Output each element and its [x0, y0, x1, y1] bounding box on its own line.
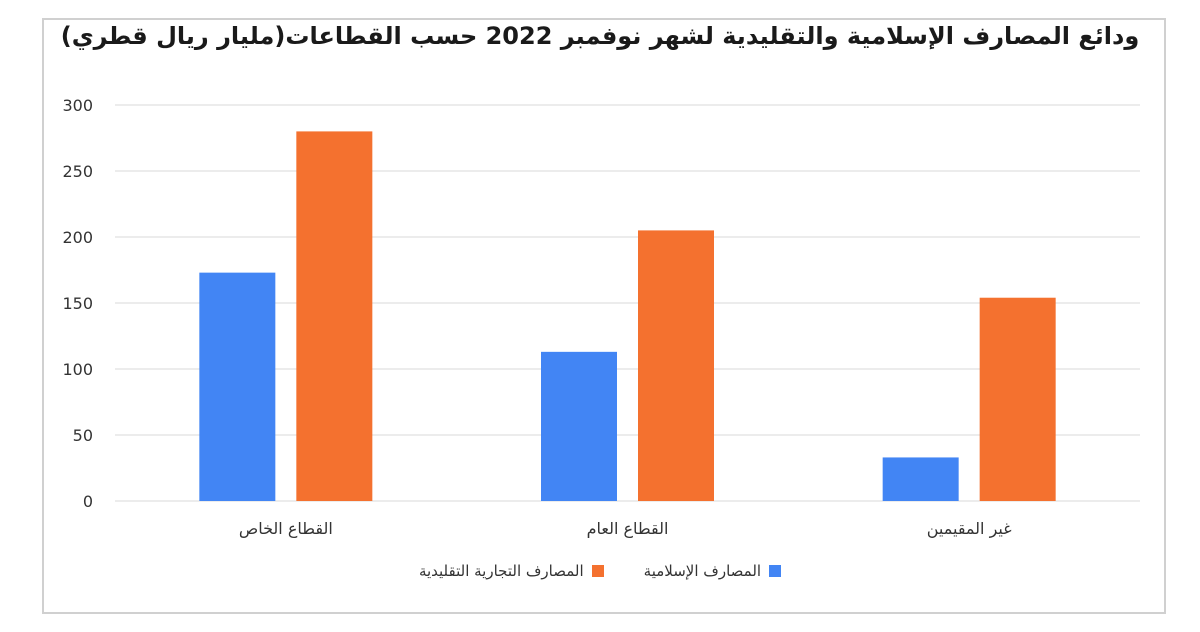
- y-tick-label: 200: [62, 228, 93, 247]
- legend: المصارف الإسلامية المصارف التجارية التقل…: [0, 562, 1200, 580]
- bar-conventional: [638, 230, 714, 501]
- y-tick-label: 100: [62, 360, 93, 379]
- x-tick-label: القطاع الخاص: [239, 519, 333, 539]
- y-tick-label: 0: [83, 492, 93, 511]
- legend-label-islamic: المصارف الإسلامية: [643, 562, 762, 580]
- legend-swatch-islamic: [769, 565, 782, 577]
- legend-item-islamic: المصارف الإسلامية: [643, 562, 782, 580]
- y-tick-label: 50: [73, 426, 93, 445]
- y-tick-label: 300: [62, 96, 93, 115]
- bar-islamic: [541, 351, 617, 501]
- bar-conventional: [296, 131, 373, 501]
- chart-title: ودائع المصارف الإسلامية والتقليدية لشهر …: [60, 22, 1140, 50]
- legend-swatch-conventional: [591, 565, 604, 577]
- bar-islamic: [882, 457, 959, 501]
- y-tick-label: 150: [62, 294, 93, 313]
- x-tick-label: القطاع العام: [587, 519, 669, 539]
- legend-item-conventional: المصارف التجارية التقليدية: [419, 562, 604, 580]
- y-tick-label: 250: [62, 162, 93, 181]
- bar-conventional: [979, 297, 1056, 501]
- legend-label-conventional: المصارف التجارية التقليدية: [418, 562, 584, 580]
- bar-islamic: [199, 272, 276, 501]
- x-tick-label: غير المقيمين: [927, 519, 1012, 539]
